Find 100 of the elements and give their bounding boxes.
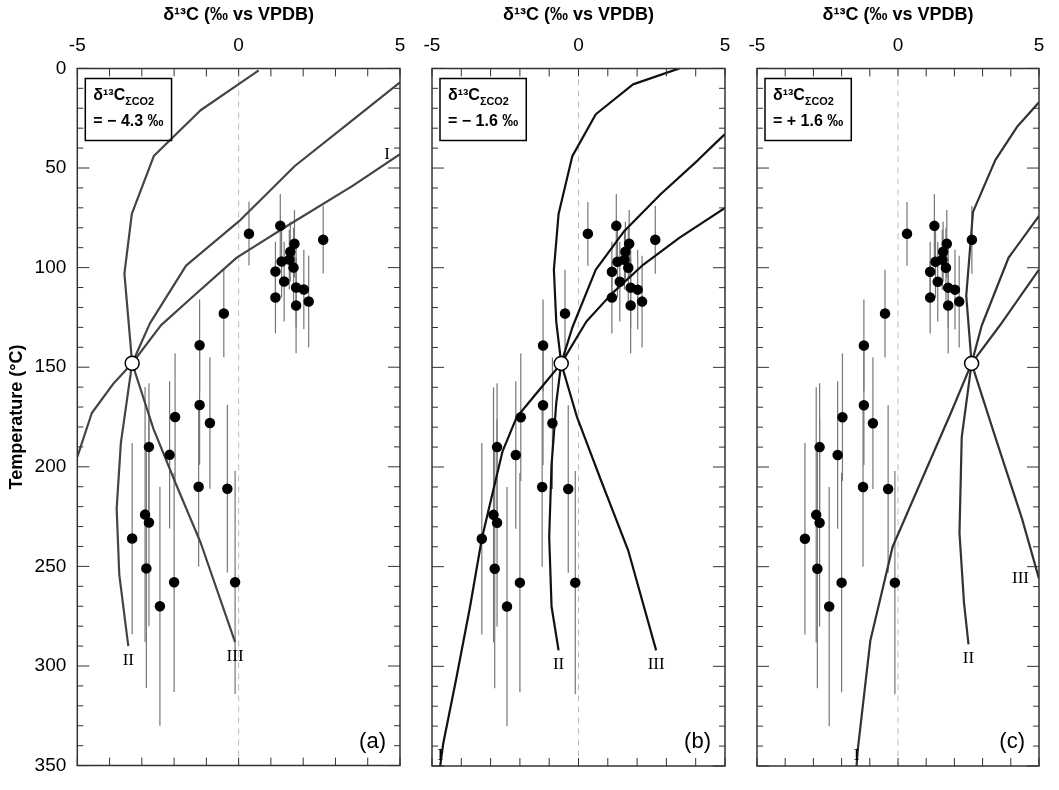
annotation: (a) <box>359 727 386 753</box>
point <box>290 300 302 311</box>
x-tick-label: -5 <box>68 34 86 56</box>
point <box>810 509 822 521</box>
annotation: (c) <box>999 728 1025 753</box>
point <box>510 449 522 461</box>
point <box>941 238 953 250</box>
y-tick-label: 200 <box>34 455 67 477</box>
point <box>930 256 941 267</box>
point <box>889 577 901 588</box>
point <box>963 355 980 372</box>
annotation: I <box>437 745 444 765</box>
point <box>612 256 623 267</box>
point <box>632 284 643 295</box>
point <box>836 577 847 588</box>
point <box>563 483 574 495</box>
point <box>867 417 879 429</box>
annotation: (b) <box>684 728 711 753</box>
point <box>270 292 281 303</box>
point <box>143 441 155 453</box>
point <box>837 411 848 423</box>
point <box>164 449 175 461</box>
point <box>932 276 944 287</box>
point <box>929 220 940 232</box>
point <box>901 228 913 240</box>
point <box>491 441 503 453</box>
point <box>814 517 825 529</box>
point <box>858 399 870 411</box>
point <box>488 509 499 521</box>
y-tick-label: 50 <box>45 156 67 178</box>
point <box>298 284 310 295</box>
point <box>514 577 526 588</box>
point <box>623 262 634 273</box>
point <box>614 276 626 287</box>
point <box>275 220 286 232</box>
point <box>823 601 835 612</box>
y-tick-label: 150 <box>34 355 67 377</box>
point <box>222 483 233 494</box>
point <box>940 262 952 273</box>
point <box>623 238 635 250</box>
point <box>143 517 155 528</box>
point <box>559 308 571 319</box>
x-tick-label: 5 <box>1033 34 1045 56</box>
y-tick-label: 100 <box>34 255 67 277</box>
x-tick-label: 0 <box>892 34 904 56</box>
y-axis-title: Temperature (°C) <box>5 344 26 490</box>
annotation: II <box>962 647 975 667</box>
point <box>491 517 503 529</box>
point <box>218 308 230 319</box>
annotation: I <box>853 745 860 765</box>
point <box>814 441 825 453</box>
point <box>193 481 204 492</box>
point <box>611 220 622 232</box>
point <box>924 266 936 277</box>
point <box>204 417 216 429</box>
point <box>276 256 287 267</box>
point <box>303 296 314 307</box>
point <box>570 577 581 588</box>
point <box>942 300 954 311</box>
point <box>966 234 978 246</box>
y-tick-label: 350 <box>34 753 67 775</box>
annotation: III <box>647 653 665 673</box>
point <box>317 234 329 245</box>
point <box>582 228 594 240</box>
point <box>879 308 891 319</box>
point <box>625 300 636 311</box>
point <box>124 355 140 371</box>
point <box>489 563 500 574</box>
x-tick-label: 0 <box>573 34 584 56</box>
point <box>288 262 299 273</box>
annotation: I <box>384 143 391 163</box>
point <box>636 296 648 307</box>
x-axis-title: δ¹³C (‰ vs VPDB) <box>503 3 654 24</box>
point <box>536 481 548 493</box>
annotation: II <box>552 653 565 673</box>
point <box>953 296 965 307</box>
point <box>229 577 241 588</box>
point <box>812 563 823 574</box>
point <box>606 266 618 277</box>
x-tick-label: 0 <box>233 34 244 56</box>
point <box>606 292 618 303</box>
point <box>169 411 181 423</box>
point <box>501 601 513 612</box>
x-tick-label: 5 <box>719 34 731 56</box>
point <box>278 276 290 287</box>
point <box>289 238 300 249</box>
point <box>194 399 205 411</box>
point <box>168 577 180 588</box>
point <box>515 411 527 423</box>
point <box>924 292 936 303</box>
y-tick-label: 300 <box>34 654 67 676</box>
point <box>270 266 281 277</box>
point <box>243 228 255 239</box>
point <box>832 449 843 461</box>
point <box>476 533 488 545</box>
annotation: III <box>1012 568 1030 588</box>
point <box>882 483 894 495</box>
x-tick-label: -5 <box>423 34 441 56</box>
point <box>858 340 870 351</box>
point <box>154 600 166 612</box>
